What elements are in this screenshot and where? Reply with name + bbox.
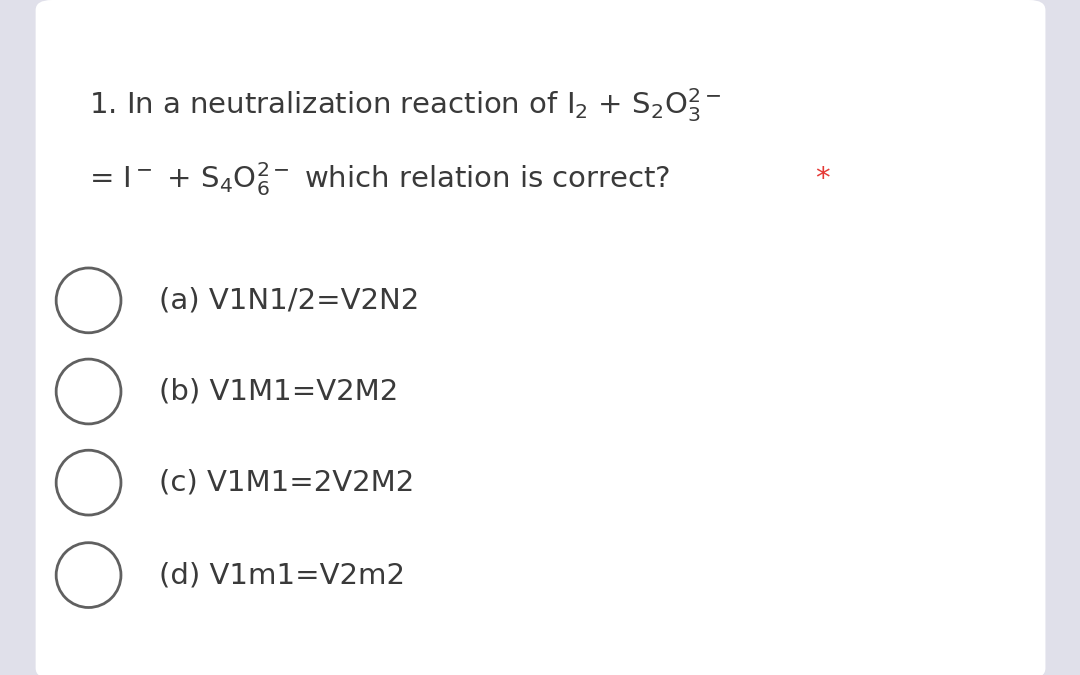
Text: (a) V1N1/2=V2N2: (a) V1N1/2=V2N2	[159, 286, 419, 315]
Text: (c) V1M1=2V2M2: (c) V1M1=2V2M2	[159, 468, 414, 497]
Text: = I$^-$ + S$_4$O$_6^{2-}$ which relation is correct?: = I$^-$ + S$_4$O$_6^{2-}$ which relation…	[89, 160, 672, 198]
Text: *: *	[815, 165, 831, 193]
FancyBboxPatch shape	[36, 0, 1045, 675]
Text: 1. In a neutralization reaction of I$_2$ + S$_2$O$_3^{2-}$: 1. In a neutralization reaction of I$_2$…	[89, 86, 720, 124]
Text: (d) V1m1=V2m2: (d) V1m1=V2m2	[159, 561, 405, 589]
Text: (b) V1M1=V2M2: (b) V1M1=V2M2	[159, 377, 399, 406]
